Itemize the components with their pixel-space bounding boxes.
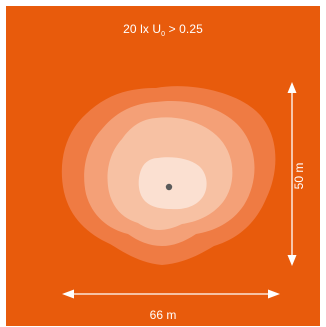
diagram-title: 20 lx U0 > 0.25 (6, 23, 320, 38)
height-label: 50 m (292, 162, 306, 190)
height-dimension-arrow (287, 82, 297, 266)
illumination-diagram: 20 lx U0 > 0.25 50 m 66 m (6, 6, 320, 326)
light-source-marker (165, 183, 173, 191)
title-prefix: 20 lx U (123, 22, 162, 36)
title-subscript: 0 (161, 31, 166, 38)
contour-inner (138, 157, 207, 210)
illumination-plot (61, 82, 297, 299)
title-suffix: > 0.25 (165, 22, 203, 36)
width-dimension-arrow (62, 289, 280, 299)
width-label: 66 m (149, 308, 177, 322)
